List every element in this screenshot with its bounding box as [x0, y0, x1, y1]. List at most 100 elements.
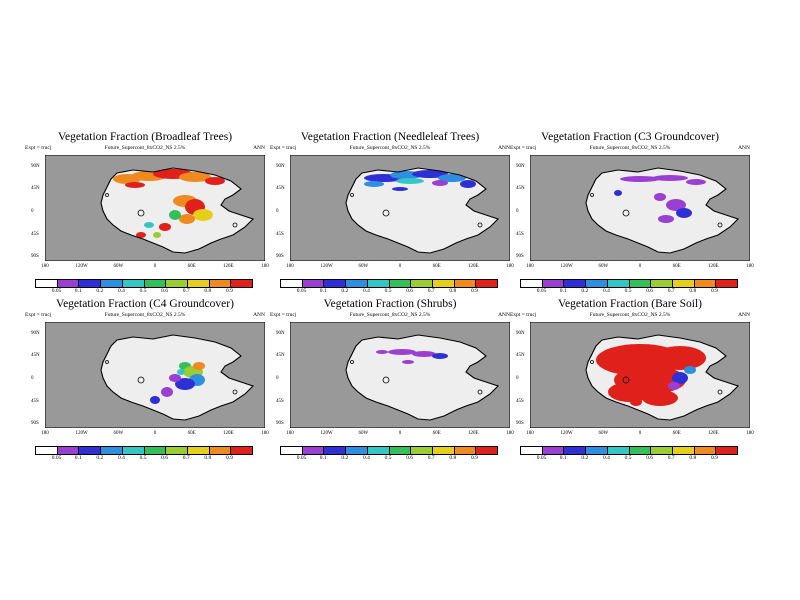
colorbar-swatch — [607, 280, 630, 287]
latitude-tick-label: 45N — [516, 185, 525, 191]
panel-title: Vegetation Fraction (Needleleaf Trees) — [300, 131, 480, 143]
colorbar-tick-label: 0.5 — [624, 288, 632, 294]
longitude-tick-label: 180 — [506, 431, 514, 436]
colorbar-swatch — [231, 447, 253, 454]
colorbar-swatch — [367, 447, 390, 454]
season-label: ANN — [498, 312, 510, 318]
colorbar-swatch — [324, 447, 347, 454]
colorbar-swatch — [166, 447, 188, 454]
latitude-tick-label: 90S — [516, 420, 524, 426]
vegetation-patch — [654, 193, 666, 201]
vegetation-patch — [136, 232, 146, 238]
colorbar-tick-label: 0.2 — [341, 455, 349, 461]
latitude-tick-label: 45S — [31, 398, 39, 404]
island-outline — [382, 376, 390, 384]
latitude-tick-label: 90N — [516, 330, 525, 336]
longitude-tick-label: 180 — [506, 264, 514, 269]
longitude-tick-label: 120E — [468, 431, 479, 436]
map-plot — [290, 322, 510, 428]
colorbar-swatch — [166, 280, 188, 287]
panel-title: Vegetation Fraction (C3 Groundcover) — [541, 131, 719, 143]
longitude-tick-label: 180 — [41, 264, 49, 269]
longitude-tick-label: 60W — [358, 431, 369, 436]
longitude-tick-label: 120W — [560, 431, 573, 436]
colorbar-swatch — [57, 447, 80, 454]
colorbar-tick-label: 0.9 — [470, 288, 478, 294]
colorbar-tick-label: 0.9 — [710, 288, 718, 294]
island-outline — [350, 193, 354, 197]
colorbar-swatch — [454, 280, 477, 287]
island-outline — [232, 389, 238, 395]
vegetation-patch — [177, 369, 185, 375]
vegetation-patch — [620, 176, 660, 182]
colorbar-tick-label: 0.5 — [384, 455, 392, 461]
vegetation-patch — [666, 199, 686, 211]
vegetation-patch — [161, 387, 173, 397]
map-canvas — [45, 155, 265, 261]
longitude-tick-label: 120E — [223, 431, 234, 436]
colorbar-tick-label: 0.6 — [161, 288, 169, 294]
colorbar-tick-label: 0.2 — [341, 288, 349, 294]
colorbar-tick-label: 0.9 — [225, 455, 233, 461]
map-panel: Vegetation Fraction (C4 Groundcover) Expt… — [25, 298, 269, 468]
colorbar-tick-label: 0.5 — [139, 455, 147, 461]
colorbar-swatch — [629, 447, 652, 454]
vegetation-patch — [179, 172, 211, 182]
colorbar-swatch — [564, 280, 587, 287]
longitude-tick-label: 60W — [598, 431, 609, 436]
coastline — [100, 334, 255, 421]
colorbar-tick-label: 0.05 — [51, 455, 62, 461]
colorbar-tick-label: 0.2 — [96, 455, 104, 461]
colorbar-swatch — [672, 280, 695, 287]
vegetation-patch — [614, 190, 622, 196]
colorbar-swatch — [101, 280, 123, 287]
vegetation-patch — [150, 396, 160, 404]
latitude-tick-label: 45N — [31, 352, 40, 358]
colorbar-swatch — [209, 447, 232, 454]
colorbar-tick-label: 0.7 — [427, 455, 435, 461]
map-canvas — [290, 322, 510, 428]
colorbar-tick-label: 0.8 — [204, 288, 212, 294]
colorbar-swatch — [432, 447, 455, 454]
colorbar-swatch — [651, 280, 673, 287]
vegetation-patch — [676, 208, 692, 218]
vegetation-patch — [438, 174, 466, 182]
longitude-tick-label: 60E — [187, 264, 196, 269]
vegetation-patch — [193, 209, 213, 221]
coastline — [100, 167, 255, 254]
colorbar-tick-label: 0.1 — [74, 288, 82, 294]
panel-subtitle: Future_Supercont_8xCO2_NS 2.5% — [104, 145, 186, 151]
colorbar-swatch — [187, 447, 210, 454]
colorbar-swatch — [302, 280, 325, 287]
longitude-tick-label: 0 — [638, 431, 642, 436]
map-canvas — [530, 322, 750, 428]
island-outline — [590, 193, 594, 197]
vegetation-patch — [376, 350, 388, 354]
colorbar — [520, 279, 738, 288]
colorbar-swatch — [36, 280, 58, 287]
colorbar-swatch — [122, 447, 145, 454]
vegetation-patch — [205, 177, 225, 185]
colorbar-tick-label: 0.8 — [449, 455, 457, 461]
colorbar-swatch — [389, 280, 412, 287]
vegetation-patch — [169, 374, 181, 382]
colorbar-tick-label: 0.05 — [296, 455, 307, 461]
colorbar-tick-label: 0.7 — [182, 455, 190, 461]
island-outline — [232, 222, 238, 228]
colorbar — [35, 446, 253, 455]
latitude-tick-label: 0 — [516, 376, 519, 382]
longitude-tick-label: 60W — [358, 264, 369, 269]
latitude-tick-label: 90S — [276, 420, 284, 426]
map-plot — [290, 155, 510, 261]
colorbar-tick-label: 0.8 — [204, 455, 212, 461]
longitude-tick-label: 60E — [187, 431, 196, 436]
colorbar-tick-label: 0.2 — [96, 288, 104, 294]
island-outline — [137, 376, 145, 384]
colorbar-tick-label: 0.5 — [624, 455, 632, 461]
longitude-tick-label: 120E — [708, 431, 719, 436]
latitude-tick-label: 45S — [276, 398, 284, 404]
vegetation-patch — [642, 390, 678, 406]
colorbar-tick-label: 0.4 — [362, 455, 370, 461]
colorbar-swatch — [79, 280, 102, 287]
coastline — [345, 167, 500, 254]
